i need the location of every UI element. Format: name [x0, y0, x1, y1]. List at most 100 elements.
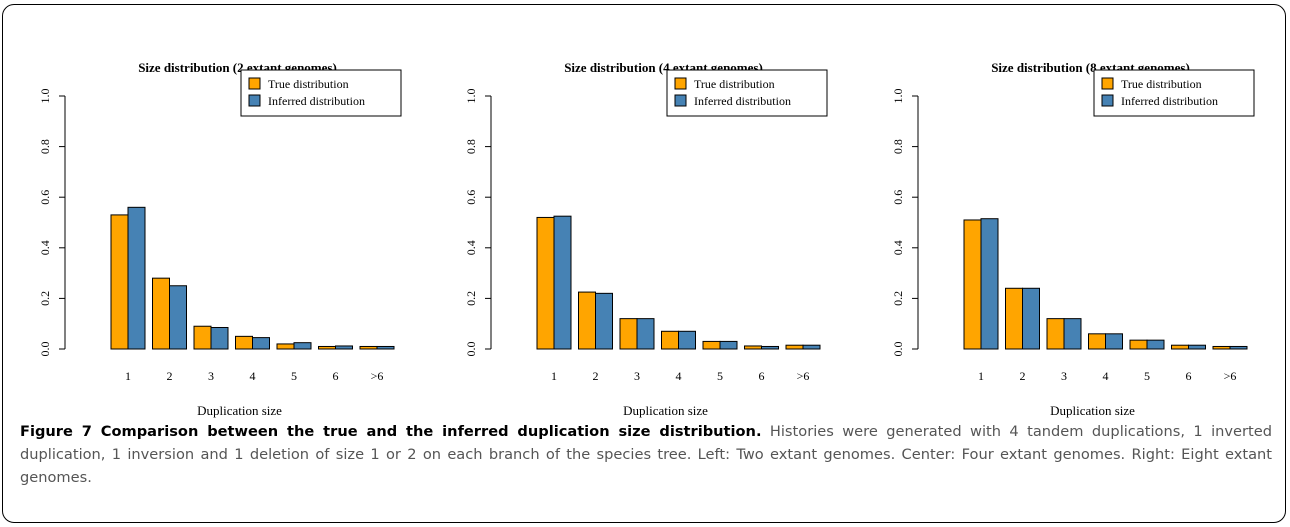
- bar-true-2: [578, 291, 596, 350]
- bar-inferred-4: [678, 330, 696, 350]
- legend-box: [666, 69, 828, 117]
- bar-true-6: [744, 345, 762, 350]
- legend-label-true: True distribution: [1121, 77, 1202, 91]
- bar-true-7: [1212, 345, 1231, 350]
- x-tick-label: >6: [371, 369, 384, 383]
- x-tick-label: 1: [978, 369, 984, 383]
- chart-2: Size distribution (4 extant genomes)0.00…: [464, 60, 828, 418]
- bar-true-5: [1129, 339, 1148, 350]
- bar-true-6: [1171, 344, 1189, 350]
- legend-box: [1093, 69, 1255, 117]
- bar-true-3: [619, 318, 638, 350]
- x-tick-label: 6: [1186, 369, 1192, 383]
- bar-inferred-2: [1022, 287, 1040, 350]
- legend-swatch-true: [248, 77, 261, 90]
- x-tick-label: 2: [1020, 369, 1026, 383]
- bar-true-6: [318, 345, 336, 350]
- y-tick-label: 0.0: [38, 342, 52, 357]
- x-axis-label: Duplication size: [623, 403, 708, 418]
- y-tick-label: 0.6: [891, 190, 905, 205]
- x-tick-label: 2: [167, 369, 173, 383]
- bar-inferred-1: [980, 218, 999, 350]
- bar-true-4: [235, 335, 253, 350]
- legend-label-inferred: Inferred distribution: [694, 94, 791, 108]
- legend-swatch-inferred: [1101, 94, 1114, 107]
- bar-true-3: [193, 325, 212, 350]
- x-tick-label: 5: [291, 369, 297, 383]
- y-tick-label: 0.8: [38, 139, 52, 154]
- x-tick-label: 3: [208, 369, 214, 383]
- x-axis-label: Duplication size: [1050, 403, 1135, 418]
- bar-inferred-6: [1188, 344, 1206, 350]
- legend-box: [240, 69, 402, 117]
- bar-true-7: [785, 344, 804, 350]
- bar-inferred-3: [1063, 318, 1082, 350]
- figure-label: Figure 7: [20, 423, 92, 440]
- legend: True distribution Inferred distribution: [240, 69, 402, 117]
- x-tick-label: 6: [759, 369, 765, 383]
- y-tick-label: 0.4: [464, 240, 478, 255]
- bar-true-4: [1088, 333, 1106, 350]
- figure-title: Comparison between the true and the infe…: [100, 423, 762, 440]
- y-tick-label: 0.2: [38, 291, 52, 306]
- x-tick-label: 4: [676, 369, 682, 383]
- chart-3: Size distribution (8 extant genomes)0.00…: [891, 60, 1255, 418]
- bar-inferred-6: [761, 345, 779, 350]
- x-tick-label: 5: [717, 369, 723, 383]
- bar-true-1: [110, 214, 129, 350]
- x-tick-label: >6: [1224, 369, 1237, 383]
- y-tick-label: 1.0: [38, 89, 52, 104]
- bar-inferred-5: [1146, 339, 1165, 350]
- bar-inferred-1: [127, 206, 146, 350]
- legend-swatch-inferred: [248, 94, 261, 107]
- bar-inferred-7: [1229, 345, 1248, 350]
- x-tick-label: 3: [1061, 369, 1067, 383]
- figure-text: Histories were generated with 4 tandem d…: [20, 423, 1272, 486]
- bar-true-5: [276, 343, 295, 350]
- legend: True distribution Inferred distribution: [1093, 69, 1255, 117]
- x-tick-label: 6: [333, 369, 339, 383]
- bar-inferred-5: [719, 340, 738, 350]
- x-tick-label: >6: [797, 369, 810, 383]
- y-tick-label: 1.0: [464, 89, 478, 104]
- bar-inferred-7: [376, 345, 395, 350]
- bar-true-1: [536, 216, 555, 350]
- x-tick-label: 2: [593, 369, 599, 383]
- y-tick-label: 0.4: [38, 240, 52, 255]
- bar-inferred-1: [553, 215, 572, 350]
- y-tick-label: 0.2: [464, 291, 478, 306]
- bar-true-1: [963, 219, 982, 350]
- caption-lead: Figure 7 Comparison between the true and…: [20, 423, 761, 440]
- legend-label-inferred: Inferred distribution: [1121, 94, 1218, 108]
- legend-label-true: True distribution: [694, 77, 775, 91]
- bar-inferred-2: [595, 292, 613, 350]
- bar-true-4: [661, 330, 679, 350]
- y-tick-label: 0.8: [464, 139, 478, 154]
- bar-inferred-5: [293, 342, 312, 350]
- x-tick-label: 1: [125, 369, 131, 383]
- x-tick-label: 1: [551, 369, 557, 383]
- charts-panel: Size distribution (2 extant genomes)0.00…: [38, 60, 1255, 418]
- bar-true-3: [1046, 318, 1065, 350]
- bar-true-2: [152, 277, 170, 350]
- bar-inferred-6: [335, 345, 353, 350]
- y-tick-label: 0.4: [891, 240, 905, 255]
- x-tick-label: 3: [634, 369, 640, 383]
- y-tick-label: 1.0: [891, 89, 905, 104]
- legend-label-inferred: Inferred distribution: [268, 94, 365, 108]
- bar-inferred-4: [252, 337, 270, 350]
- bar-inferred-3: [636, 318, 655, 350]
- y-tick-label: 0.0: [464, 342, 478, 357]
- bar-true-5: [702, 340, 721, 350]
- legend-swatch-true: [674, 77, 687, 90]
- legend: True distribution Inferred distribution: [666, 69, 828, 117]
- y-tick-label: 0.6: [464, 190, 478, 205]
- bar-true-7: [359, 345, 378, 350]
- x-axis-label: Duplication size: [197, 403, 282, 418]
- x-tick-label: 5: [1144, 369, 1150, 383]
- bar-inferred-7: [802, 344, 821, 350]
- bar-inferred-2: [169, 285, 187, 350]
- legend-swatch-inferred: [674, 94, 687, 107]
- bar-true-2: [1005, 287, 1023, 350]
- figure-caption: Figure 7 Comparison between the true and…: [20, 420, 1272, 489]
